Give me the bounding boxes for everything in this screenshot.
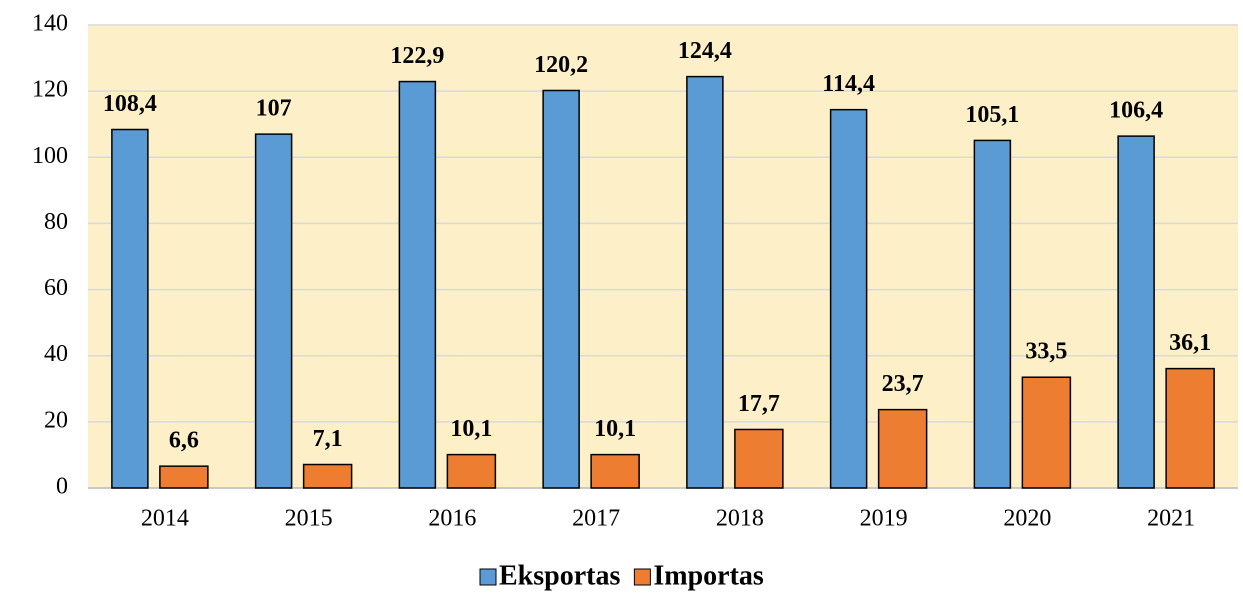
x-tick-label: 2015	[285, 506, 333, 532]
data-label: 114,4	[822, 71, 875, 97]
data-label: 33,5	[1025, 339, 1067, 365]
bar	[302, 463, 353, 489]
bar	[1021, 376, 1072, 489]
bar	[829, 108, 868, 489]
bar	[159, 465, 209, 489]
bar	[542, 89, 580, 489]
y-tick-label: 100	[32, 143, 68, 169]
y-tick-label: 140	[32, 11, 68, 37]
bar	[398, 80, 437, 489]
y-tick-label: 120	[32, 77, 68, 103]
x-tick-label: 2019	[860, 506, 908, 532]
data-label: 36,1	[1169, 330, 1211, 356]
x-tick-label: 2021	[1147, 506, 1195, 532]
bar	[446, 453, 497, 489]
data-label: 107	[256, 96, 292, 122]
data-label: 10,1	[594, 416, 636, 442]
data-label: 122,9	[390, 43, 444, 69]
x-tick-label: 2014	[141, 506, 189, 532]
data-label: 120,2	[534, 52, 588, 78]
data-label: 7,1	[313, 426, 343, 452]
data-label: 108,4	[103, 91, 157, 117]
x-tick-label: 2016	[428, 506, 476, 532]
data-label: 23,7	[882, 371, 924, 397]
bar	[686, 75, 724, 489]
data-label: 124,4	[678, 38, 732, 64]
data-label: 10,1	[450, 416, 492, 442]
bar	[973, 139, 1012, 489]
data-label: 17,7	[738, 391, 780, 417]
bar	[734, 428, 784, 489]
y-tick-label: 40	[44, 341, 68, 367]
x-tick-label: 2017	[572, 506, 620, 532]
bar	[1117, 135, 1155, 489]
legend-label: Importas	[653, 560, 764, 591]
x-tick-label: 2018	[716, 506, 764, 532]
bar	[877, 408, 928, 489]
bar	[1165, 367, 1215, 489]
data-label: 6,6	[169, 428, 199, 454]
data-label: 106,4	[1109, 98, 1163, 124]
legend-label: Eksportas	[499, 560, 620, 591]
legend-swatch	[479, 568, 497, 586]
y-tick-label: 60	[44, 275, 68, 301]
data-label: 105,1	[965, 102, 1019, 128]
legend-swatch	[633, 568, 651, 586]
bar	[254, 133, 293, 489]
y-tick-label: 80	[44, 209, 68, 235]
y-tick-label: 0	[56, 474, 68, 500]
y-tick-label: 20	[44, 407, 68, 433]
x-tick-label: 2020	[1003, 506, 1051, 532]
bar	[590, 453, 640, 489]
bar	[111, 128, 149, 489]
